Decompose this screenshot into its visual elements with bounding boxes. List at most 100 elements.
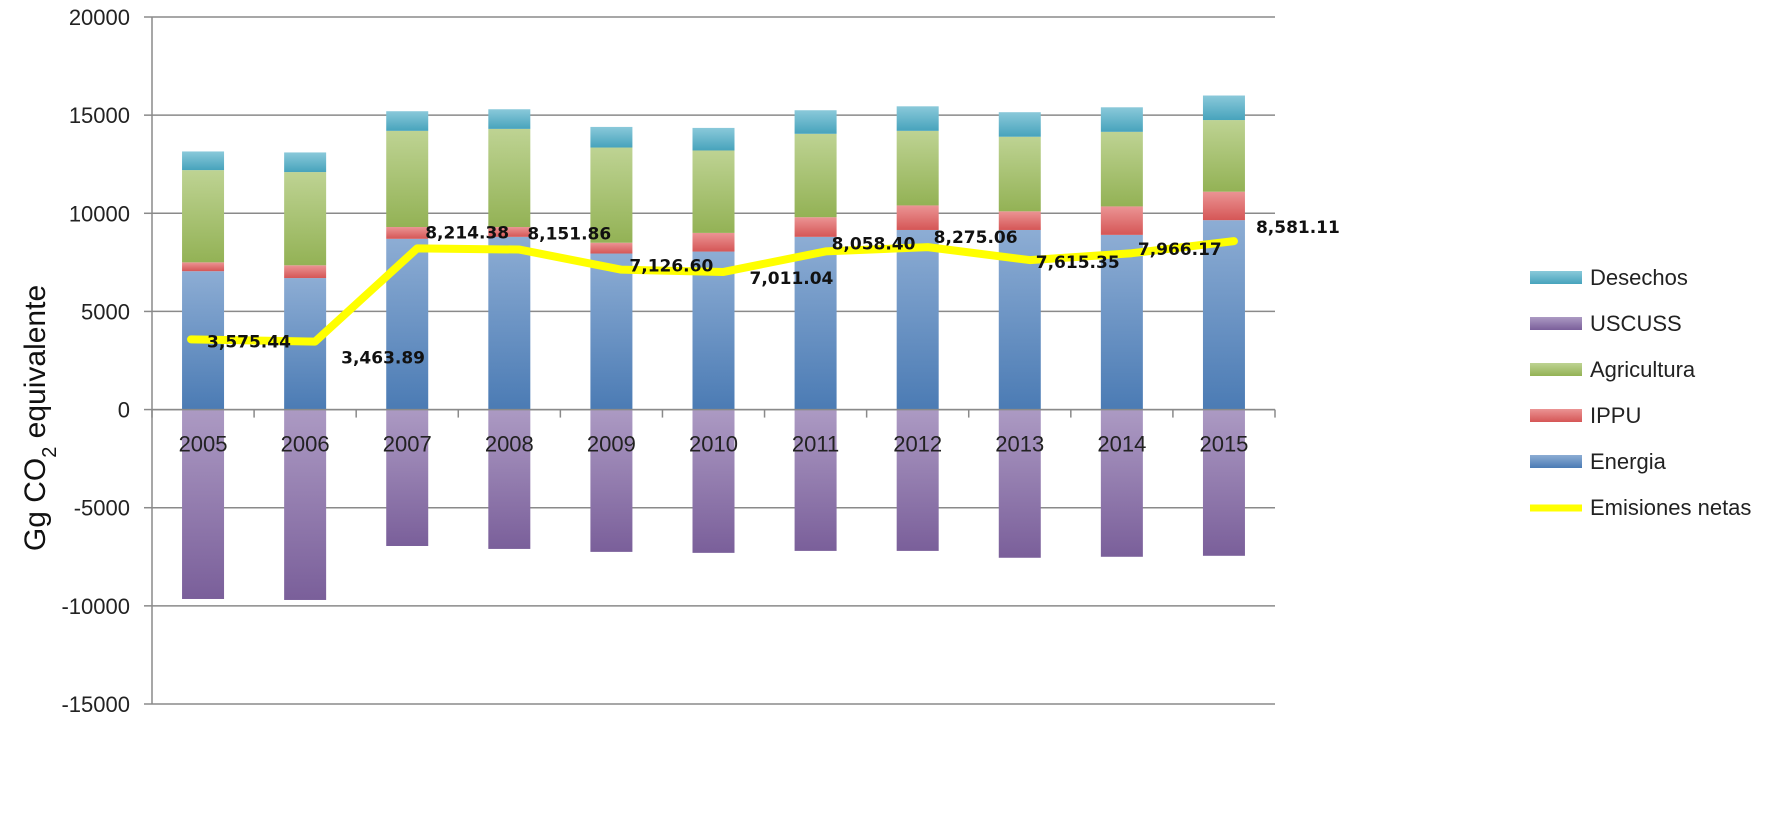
y-axis-ticks: 20000 15000 10000 5000 0 -5000 -10000 -15000 bbox=[61, 5, 153, 717]
bar-ippu-2011 bbox=[794, 217, 837, 237]
net-emissions-polyline bbox=[187, 237, 1238, 346]
legend-label: Agricultura bbox=[1590, 357, 1696, 382]
bar-agricultura-2008 bbox=[488, 128, 531, 228]
bar-uscuss-2013 bbox=[998, 409, 1041, 558]
bar-energia-2010 bbox=[692, 251, 735, 410]
bar-ippu-2006 bbox=[284, 265, 327, 279]
bar-agricultura-2014 bbox=[1100, 131, 1143, 207]
bar-ippu-2009 bbox=[590, 242, 633, 254]
bar-desechos-2012 bbox=[896, 106, 939, 131]
bar-energia-2007 bbox=[386, 238, 429, 410]
bar-uscuss-2007 bbox=[386, 409, 429, 546]
bar-desechos-2008 bbox=[488, 109, 531, 129]
bar-ippu-2010 bbox=[692, 232, 735, 252]
x-tick-label: 2007 bbox=[383, 432, 432, 457]
legend-label: Emisiones netas bbox=[1590, 495, 1751, 520]
bar-uscuss-2015 bbox=[1202, 409, 1245, 556]
legend-label: USCUSS bbox=[1590, 311, 1682, 336]
x-tick-label: 2008 bbox=[485, 432, 534, 457]
y-tick-label: -5000 bbox=[74, 496, 130, 521]
legend: Desechos USCUSS Agricultura IPPU Energia Emis… bbox=[1530, 265, 1751, 520]
bar-desechos-2013 bbox=[998, 112, 1041, 137]
net-emissions-data-label: 8,214.38 bbox=[425, 223, 509, 243]
bar-agricultura-2012 bbox=[896, 130, 939, 206]
bar-energia-2012 bbox=[896, 229, 939, 410]
net-emissions-line bbox=[187, 237, 1238, 346]
bar-desechos-2009 bbox=[590, 126, 633, 148]
bar-uscuss-2014 bbox=[1100, 409, 1143, 557]
y-tick-label: 0 bbox=[118, 398, 130, 423]
bar-energia-2015 bbox=[1202, 220, 1245, 410]
x-tick-label: 2010 bbox=[689, 432, 738, 457]
bar-agricultura-2013 bbox=[998, 136, 1041, 212]
bar-desechos-2006 bbox=[284, 152, 327, 173]
x-tick-label: 2005 bbox=[179, 432, 228, 457]
y-tick-label: 15000 bbox=[69, 103, 130, 128]
x-tick-label: 2013 bbox=[995, 432, 1044, 457]
net-emissions-data-label: 8,058.40 bbox=[832, 234, 916, 254]
bar-uscuss-2010 bbox=[692, 409, 735, 553]
net-emissions-data-label: 8,275.06 bbox=[934, 228, 1018, 248]
legend-label: Energia bbox=[1590, 449, 1667, 474]
bar-ippu-2007 bbox=[386, 227, 429, 239]
bar-agricultura-2010 bbox=[692, 150, 735, 233]
bar-uscuss-2006 bbox=[284, 409, 327, 600]
y-axis-label: Gg CO2 equivalente bbox=[19, 285, 61, 551]
legend-swatch-ippu bbox=[1530, 409, 1582, 422]
bar-ippu-2012 bbox=[896, 205, 939, 230]
bar-agricultura-2015 bbox=[1202, 120, 1245, 192]
net-emissions-data-label: 3,463.89 bbox=[341, 349, 425, 369]
net-emissions-data-label: 7,615.35 bbox=[1036, 253, 1120, 273]
y-tick-label: -10000 bbox=[61, 594, 130, 619]
y-axis-label-subscript: 2 bbox=[39, 447, 61, 458]
bar-uscuss-2009 bbox=[590, 409, 633, 552]
y-tick-label: 20000 bbox=[69, 5, 130, 30]
bar-ippu-2005 bbox=[182, 262, 225, 272]
bars bbox=[182, 95, 1245, 600]
bar-energia-2014 bbox=[1100, 234, 1143, 410]
x-tick-label: 2015 bbox=[1199, 432, 1248, 457]
legend-swatch-energia bbox=[1530, 455, 1582, 468]
net-emissions-data-label: 8,151.86 bbox=[527, 225, 611, 245]
bar-ippu-2008 bbox=[488, 227, 531, 237]
x-tick-label: 2011 bbox=[792, 432, 839, 457]
x-tick-label: 2014 bbox=[1097, 432, 1146, 457]
legend-label: Desechos bbox=[1590, 265, 1688, 290]
bar-agricultura-2006 bbox=[284, 172, 327, 266]
bar-desechos-2011 bbox=[794, 110, 837, 134]
legend-label: IPPU bbox=[1590, 403, 1641, 428]
bar-agricultura-2005 bbox=[182, 170, 225, 263]
net-emissions-data-label: 7,011.04 bbox=[750, 269, 834, 289]
data-labels: 3,575.44 3,463.89 8,214.38 8,151.86 7,126.60… bbox=[207, 218, 1340, 368]
net-emissions-data-label: 7,126.60 bbox=[629, 257, 713, 277]
y-axis-label-main: Gg CO bbox=[19, 458, 52, 551]
net-emissions-data-label: 7,966.17 bbox=[1138, 240, 1222, 260]
bar-ippu-2014 bbox=[1100, 206, 1143, 235]
bar-uscuss-2011 bbox=[794, 409, 837, 551]
y-tick-label: 5000 bbox=[81, 299, 130, 324]
x-tick-label: 2012 bbox=[893, 432, 942, 457]
bar-energia-2008 bbox=[488, 236, 531, 410]
net-emissions-data-label: 8,581.11 bbox=[1256, 218, 1340, 238]
bar-desechos-2010 bbox=[692, 127, 735, 151]
bar-energia-2009 bbox=[590, 253, 633, 410]
bar-desechos-2005 bbox=[182, 151, 225, 171]
bar-agricultura-2011 bbox=[794, 133, 837, 218]
net-emissions-data-label: 3,575.44 bbox=[207, 332, 291, 352]
bar-ippu-2013 bbox=[998, 211, 1041, 230]
bar-uscuss-2005 bbox=[182, 409, 225, 599]
bar-desechos-2014 bbox=[1100, 107, 1143, 132]
bar-desechos-2007 bbox=[386, 111, 429, 131]
bar-energia-2011 bbox=[794, 236, 837, 410]
x-axis-ticks: 2005 2006 2007 2008 2009 2010 2011 2012 2013 2014… bbox=[179, 432, 1249, 457]
bar-desechos-2015 bbox=[1202, 95, 1245, 121]
bar-uscuss-2012 bbox=[896, 409, 939, 551]
y-tick-label: 10000 bbox=[69, 201, 130, 226]
x-tick-label: 2009 bbox=[587, 432, 636, 457]
bar-agricultura-2009 bbox=[590, 147, 633, 243]
x-axis bbox=[151, 408, 1276, 418]
x-tick-label: 2006 bbox=[281, 432, 330, 457]
bar-agricultura-2007 bbox=[386, 130, 429, 228]
legend-swatch-uscuss bbox=[1530, 317, 1582, 330]
